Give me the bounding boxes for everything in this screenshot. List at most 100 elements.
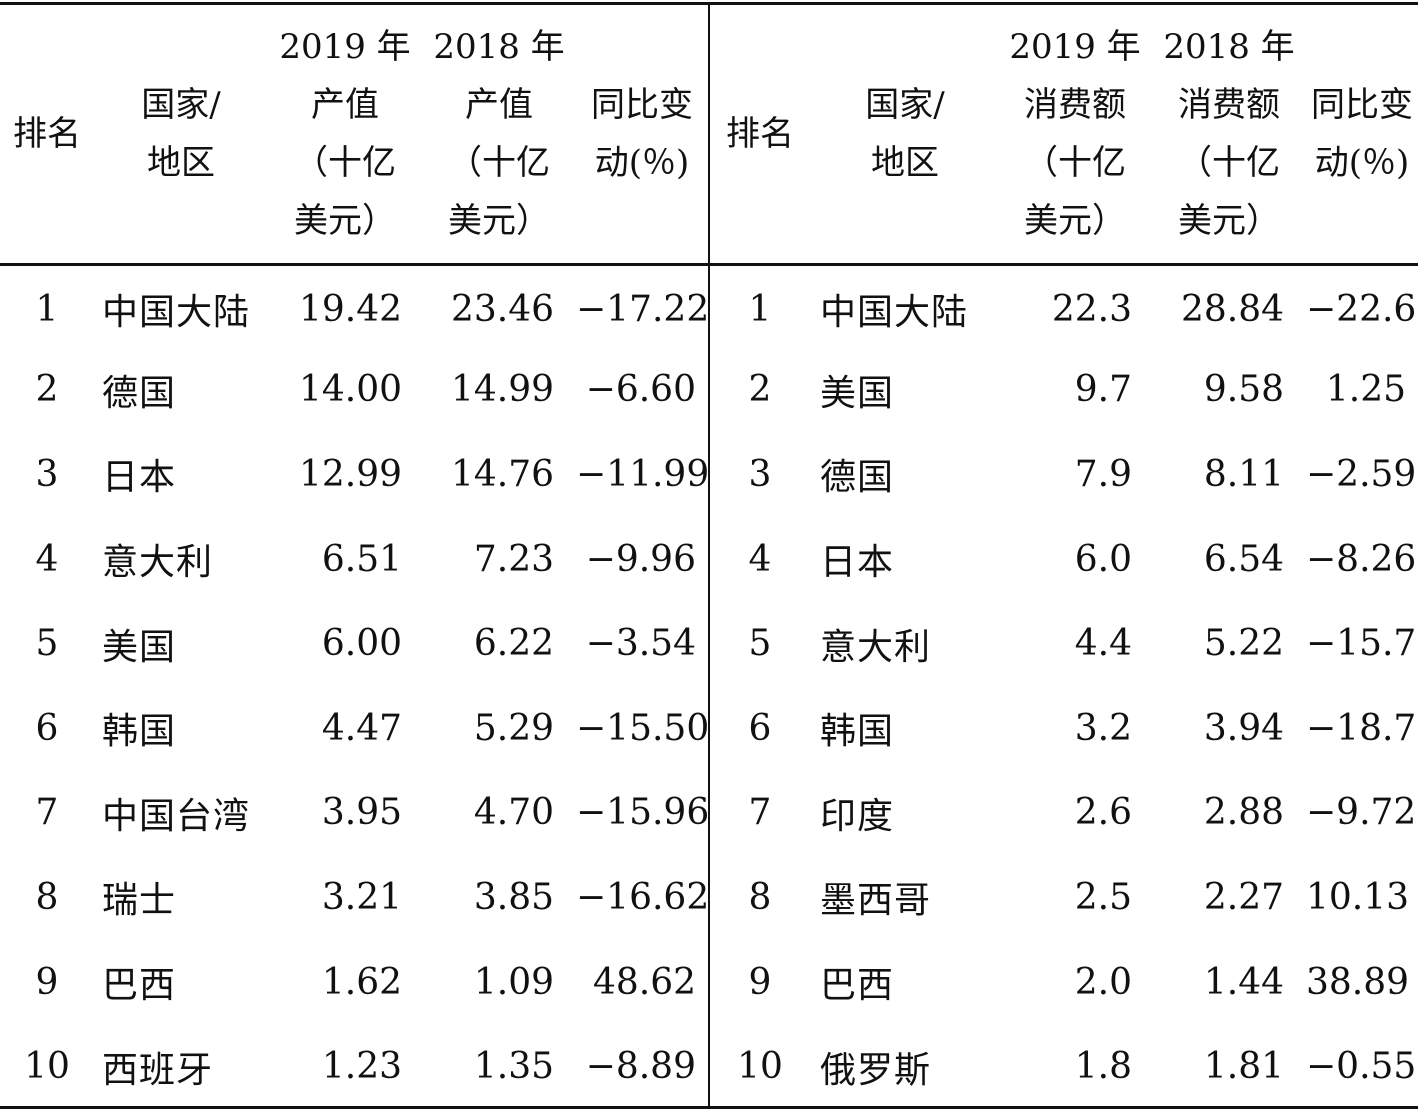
rank-cell: 1	[748, 288, 772, 330]
region-cell: 德国	[102, 372, 177, 414]
output-2019-cell: 12.99	[298, 453, 402, 495]
consumption-2018-cell: 6.54	[1203, 538, 1284, 580]
region-cell: 韩国	[102, 711, 177, 753]
header-consumption-2019: 2019 年 消费额 （十亿 美元）	[998, 5, 1152, 263]
consumption-change-cell: −18.78	[1306, 707, 1418, 749]
consumption-change-cell: −22.68	[1306, 288, 1418, 330]
center-divider	[708, 2, 710, 1109]
header-line: （十亿	[294, 143, 396, 183]
region-cell: 印度	[820, 795, 895, 837]
table-row: 10 西班牙 1.23 1.35 −8.89 10 俄罗斯 1.8 1.81 −…	[0, 1024, 1418, 1109]
consumption-change-cell: −15.71	[1306, 623, 1418, 665]
output-2019-cell: 19.42	[298, 288, 402, 330]
consumption-2019-cell: 1.8	[1074, 1046, 1132, 1088]
header-region-left: 国家/ 地区	[94, 5, 268, 263]
rank-cell: 7	[35, 792, 59, 834]
output-change-cell: 48.62	[592, 961, 696, 1003]
header-line: 同比变	[591, 85, 693, 125]
region-cell: 西班牙	[102, 1049, 214, 1091]
header-line: （十亿	[448, 143, 550, 183]
region-cell: 巴西	[820, 965, 895, 1007]
rank-cell: 10	[24, 1046, 70, 1088]
consumption-2019-cell: 2.6	[1074, 792, 1132, 834]
header-output-2019: 2019 年 产值 （十亿 美元）	[268, 5, 422, 263]
header-line: 产值	[465, 85, 533, 125]
header-line: 国家/	[141, 85, 221, 125]
consumption-2018-cell: 5.22	[1203, 623, 1284, 665]
header-rank-label: 排名	[13, 114, 81, 154]
region-cell: 意大利	[102, 542, 214, 584]
consumption-2019-cell: 2.0	[1074, 961, 1132, 1003]
header-line: 2019 年	[279, 27, 411, 67]
table-row: 2 德国 14.00 14.99 −6.60 2 美国 9.7 9.58 1.2…	[0, 348, 1418, 433]
header-line: 2019 年	[1009, 27, 1141, 67]
consumption-change-cell: 10.13	[1306, 876, 1410, 918]
header-line: 消费额	[1024, 85, 1126, 125]
consumption-2018-cell: 1.81	[1203, 1046, 1284, 1088]
consumption-2019-cell: 6.0	[1074, 538, 1132, 580]
consumption-2018-cell: 3.94	[1203, 707, 1284, 749]
header-line: 美元）	[294, 201, 396, 241]
output-change-cell: −6.60	[585, 369, 696, 411]
rank-cell: 6	[748, 707, 772, 749]
output-change-cell: −16.62	[576, 876, 708, 918]
header-line: 地区	[871, 143, 939, 183]
output-change-cell: −3.54	[585, 623, 696, 665]
header-change-left: 同比变 动(％)	[576, 5, 708, 263]
rank-cell: 8	[748, 876, 772, 918]
header-output-2018: 2018 年 产值 （十亿 美元）	[422, 5, 576, 263]
rank-cell: 3	[748, 453, 772, 495]
output-change-cell: −15.96	[576, 792, 708, 834]
consumption-2019-cell: 3.2	[1074, 707, 1132, 749]
header-line: （十亿	[1024, 143, 1126, 183]
header-rank-right: 排名	[708, 5, 812, 263]
header-row: 排名 国家/ 地区 2019 年 产值 （十亿 美元） 2018 年 产值 （十…	[0, 5, 1418, 263]
region-cell: 日本	[820, 542, 895, 584]
region-cell: 墨西哥	[820, 880, 932, 922]
header-region-right: 国家/ 地区	[812, 5, 998, 263]
table-row: 9 巴西 1.62 1.09 48.62 9 巴西 2.0 1.44 38.89	[0, 940, 1418, 1025]
region-cell: 俄罗斯	[820, 1049, 932, 1091]
rank-cell: 9	[35, 961, 59, 1003]
rank-cell: 2	[748, 369, 772, 411]
consumption-change-cell: −2.59	[1306, 453, 1417, 495]
consumption-2019-cell: 2.5	[1074, 876, 1132, 918]
rank-cell: 4	[748, 538, 772, 580]
output-change-cell: −17.22	[576, 288, 708, 330]
rank-cell: 5	[748, 623, 772, 665]
output-2019-cell: 14.00	[298, 369, 402, 411]
consumption-2018-cell: 2.88	[1203, 792, 1284, 834]
output-2018-cell: 6.22	[473, 623, 554, 665]
output-2019-cell: 6.51	[321, 538, 402, 580]
output-change-cell: −15.50	[576, 707, 708, 749]
output-2018-cell: 14.99	[450, 369, 554, 411]
table-row: 5 美国 6.00 6.22 −3.54 5 意大利 4.4 5.22 −15.…	[0, 601, 1418, 686]
output-change-cell: −9.96	[585, 538, 696, 580]
consumption-2019-cell: 7.9	[1074, 453, 1132, 495]
rank-cell: 3	[35, 453, 59, 495]
rank-cell: 6	[35, 707, 59, 749]
ranking-table: 排名 国家/ 地区 2019 年 产值 （十亿 美元） 2018 年 产值 （十…	[0, 5, 1418, 1109]
header-line: 美元）	[448, 201, 550, 241]
consumption-2018-cell: 9.58	[1203, 369, 1284, 411]
table-row: 6 韩国 4.47 5.29 −15.50 6 韩国 3.2 3.94 −18.…	[0, 686, 1418, 771]
output-2019-cell: 1.23	[321, 1046, 402, 1088]
output-2019-cell: 6.00	[321, 623, 402, 665]
region-cell: 韩国	[820, 711, 895, 753]
header-line: 2018 年	[433, 27, 565, 67]
consumption-change-cell: 1.25	[1325, 369, 1406, 411]
rank-cell: 2	[35, 369, 59, 411]
consumption-change-cell: 38.89	[1306, 961, 1410, 1003]
header-change-right: 同比变 动(％)	[1306, 5, 1418, 263]
output-2019-cell: 3.95	[321, 792, 402, 834]
consumption-2018-cell: 28.84	[1180, 288, 1284, 330]
region-cell: 意大利	[820, 626, 932, 668]
region-cell: 中国大陆	[102, 292, 251, 334]
region-cell: 美国	[102, 626, 177, 668]
output-2019-cell: 4.47	[321, 707, 402, 749]
table-row: 7 中国台湾 3.95 4.70 −15.96 7 印度 2.6 2.88 −9…	[0, 771, 1418, 856]
region-cell: 美国	[820, 372, 895, 414]
consumption-2018-cell: 8.11	[1203, 453, 1284, 495]
output-2018-cell: 5.29	[473, 707, 554, 749]
